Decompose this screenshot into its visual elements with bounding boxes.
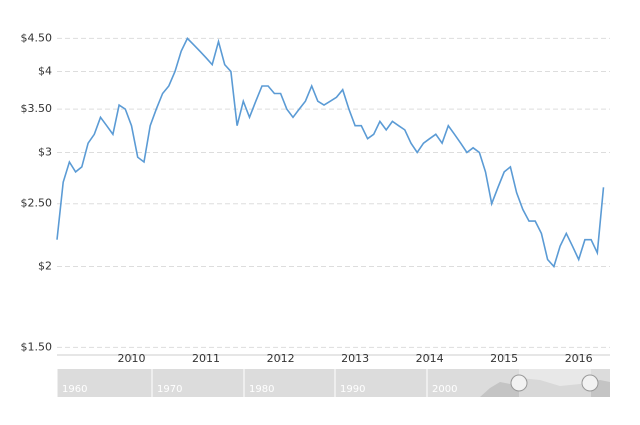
navigator-label: 1970 <box>157 384 182 395</box>
navigator-labels: 1960 1970 1980 1990 2000 <box>56 369 457 397</box>
line <box>56 37 605 269</box>
y-tick-label: $4.50 <box>21 31 53 44</box>
navigator-handle[interactable] <box>581 374 599 392</box>
x-tick-label: 2012 <box>267 352 295 365</box>
y-tick-label: $4 <box>38 65 52 78</box>
navigator-label: 1980 <box>249 384 274 395</box>
navigator-label: 1990 <box>340 384 365 395</box>
x-tick-label: 2013 <box>341 352 369 365</box>
navigator-label: 2000 <box>432 384 457 395</box>
y-tick-label: $3 <box>38 145 52 158</box>
navigator-window[interactable] <box>519 369 591 397</box>
navigator-handle[interactable] <box>510 374 528 392</box>
y-tick-label: $2 <box>38 259 52 272</box>
y-tick-label: $3.50 <box>21 102 53 115</box>
y-tick-label: $2.50 <box>21 197 53 210</box>
x-tick-label: 2010 <box>118 352 146 365</box>
navigator-label: 1960 <box>62 384 87 395</box>
y-tick-label: $1.50 <box>21 340 53 353</box>
x-tick-label: 2011 <box>192 352 220 365</box>
x-tick-label: 2014 <box>416 352 444 365</box>
x-tick-label: 2015 <box>490 352 518 365</box>
x-tick-label: 2016 <box>565 352 593 365</box>
